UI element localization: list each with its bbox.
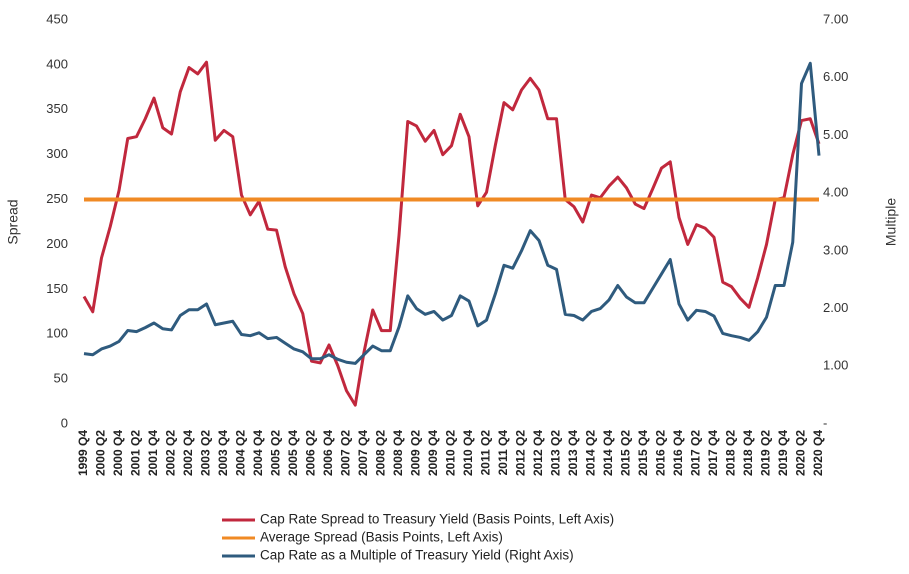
x-tick-label: 2017 Q2 xyxy=(689,430,703,476)
y-tick-label: 350 xyxy=(46,101,68,116)
x-tick-label: 2016 Q4 xyxy=(671,430,685,476)
x-tick-label: 2002 Q4 xyxy=(181,430,195,476)
y-tick-label: 400 xyxy=(46,56,68,71)
x-tick-label: 2004 Q2 xyxy=(234,430,248,476)
y2-axis-title: Multiple xyxy=(883,198,899,246)
x-tick-label: 2003 Q4 xyxy=(216,430,230,476)
x-tick-label: 2014 Q2 xyxy=(584,430,598,476)
x-tick-label: 2017 Q4 xyxy=(706,430,720,476)
x-tick-label: 2015 Q2 xyxy=(619,430,633,476)
x-tick-label: 2012 Q4 xyxy=(531,430,545,476)
x-tick-label: 2001 Q2 xyxy=(129,430,143,476)
x-tick-label: 2001 Q4 xyxy=(146,430,160,476)
x-tick-label: 2013 Q2 xyxy=(549,430,563,476)
x-tick-label: 2007 Q2 xyxy=(339,430,353,476)
y-tick-label: 0 xyxy=(61,415,68,430)
x-tick-label: 2010 Q4 xyxy=(461,430,475,476)
x-tick-label: 2016 Q2 xyxy=(654,430,668,476)
legend-label: Average Spread (Basis Points, Left Axis) xyxy=(260,530,503,545)
x-tick-label: 2006 Q2 xyxy=(304,430,318,476)
y2-tick-label: 3.00 xyxy=(823,242,848,257)
x-tick-label: 2013 Q4 xyxy=(566,430,580,476)
y2-tick-label: 1.00 xyxy=(823,358,848,373)
legend-label: Cap Rate as a Multiple of Treasury Yield… xyxy=(260,548,574,563)
x-tick-label: 2010 Q2 xyxy=(444,430,458,476)
x-tick-label: 2002 Q2 xyxy=(164,430,178,476)
x-tick-label: 2011 Q2 xyxy=(479,430,493,476)
legend-label: Cap Rate Spread to Treasury Yield (Basis… xyxy=(260,512,614,527)
x-tick-label: 2006 Q4 xyxy=(321,430,335,476)
x-tick-label: 2005 Q4 xyxy=(286,430,300,476)
y-axis-title: Spread xyxy=(5,199,21,244)
x-tick-label: 2020 Q4 xyxy=(811,430,825,476)
series-line xyxy=(82,60,821,407)
x-tick-label: 1999 Q4 xyxy=(76,430,90,476)
y2-tick-label: - xyxy=(823,415,827,430)
x-tick-label: 2018 Q4 xyxy=(741,430,755,476)
y-tick-label: 450 xyxy=(46,11,68,26)
x-tick-label: 2020 Q2 xyxy=(794,430,808,476)
y-tick-label: 50 xyxy=(54,371,68,386)
x-tick-label: 2003 Q2 xyxy=(199,430,213,476)
y2-tick-label: 6.00 xyxy=(823,69,848,84)
y-tick-label: 100 xyxy=(46,326,68,341)
y2-tick-label: 4.00 xyxy=(823,185,848,200)
y-tick-label: 300 xyxy=(46,146,68,161)
x-tick-label: 2008 Q4 xyxy=(391,430,405,476)
x-tick-label: 2019 Q4 xyxy=(776,430,790,476)
x-tick-label: 2000 Q2 xyxy=(94,430,108,476)
x-tick-label: 2000 Q4 xyxy=(111,430,125,476)
y2-tick-label: 5.00 xyxy=(823,127,848,142)
x-tick-label: 2009 Q4 xyxy=(426,430,440,476)
y2-tick-label: 7.00 xyxy=(823,11,848,26)
x-tick-label: 2012 Q2 xyxy=(514,430,528,476)
y2-tick-label: 2.00 xyxy=(823,300,848,315)
y-tick-label: 200 xyxy=(46,236,68,251)
y-tick-label: 250 xyxy=(46,191,68,206)
x-tick-label: 2018 Q2 xyxy=(724,430,738,476)
x-tick-label: 2005 Q2 xyxy=(269,430,283,476)
x-tick-label: 2008 Q2 xyxy=(374,430,388,476)
x-tick-label: 2015 Q4 xyxy=(636,430,650,476)
x-tick-label: 2014 Q4 xyxy=(601,430,615,476)
y-tick-label: 150 xyxy=(46,281,68,296)
x-tick-label: 2019 Q2 xyxy=(759,430,773,476)
series-line xyxy=(83,61,821,365)
x-tick-label: 2009 Q2 xyxy=(409,430,423,476)
x-tick-label: 2011 Q4 xyxy=(496,430,510,476)
x-tick-label: 2004 Q4 xyxy=(251,430,265,476)
x-tick-label: 2007 Q4 xyxy=(356,430,370,476)
